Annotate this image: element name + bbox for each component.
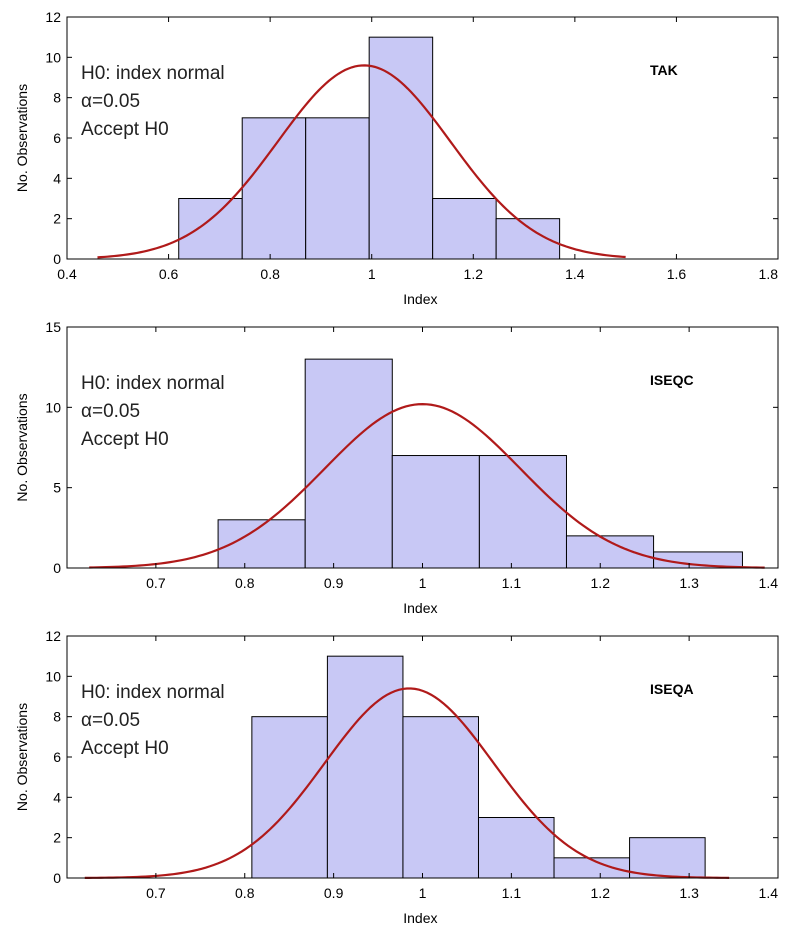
x-axis-label: Index (403, 291, 437, 307)
y-tick-label: 10 (45, 399, 61, 415)
hypothesis-annotation: H0: index normal (81, 63, 225, 84)
histogram-bar (326, 655, 404, 879)
histogram-bar (478, 455, 567, 569)
y-tick-label: 12 (45, 9, 61, 25)
x-tick-label: 0.7 (146, 885, 166, 901)
y-tick-label: 10 (45, 668, 61, 684)
hypothesis-annotation: Accept H0 (81, 119, 169, 140)
y-tick-label: 12 (45, 628, 61, 644)
x-tick-label: 1.8 (759, 266, 779, 282)
x-tick-label: 1.1 (502, 885, 522, 901)
histogram-bar (477, 817, 555, 879)
y-tick-label: 4 (53, 789, 61, 805)
y-tick-label: 2 (53, 830, 61, 846)
x-tick-label: 1 (419, 575, 427, 591)
x-tick-label: 0.8 (260, 266, 280, 282)
x-tick-label: 0.9 (324, 885, 344, 901)
x-tick-label: 1.4 (759, 885, 779, 901)
x-tick-label: 0.6 (159, 266, 179, 282)
y-tick-label: 2 (53, 211, 61, 227)
x-tick-label: 1.2 (591, 575, 611, 591)
x-tick-label: 0.9 (324, 575, 344, 591)
x-tick-label: 0.8 (235, 885, 255, 901)
x-tick-label: 1.2 (591, 885, 611, 901)
x-tick-label: 1 (368, 266, 376, 282)
normal-fit-curve (84, 687, 730, 879)
x-axis-label: Index (403, 910, 437, 926)
hypothesis-annotation: α=0.05 (81, 401, 140, 422)
y-tick-label: 10 (45, 49, 61, 65)
y-axis-label: No. Observations (14, 703, 30, 811)
hypothesis-annotation: α=0.05 (81, 91, 140, 112)
histogram-bar (402, 716, 479, 879)
x-tick-label: 1.3 (679, 885, 699, 901)
hypothesis-annotation: H0: index normal (81, 682, 225, 703)
histogram-bar (432, 198, 497, 260)
histogram-panel-iseqc: 0.7 0.8 0.9 1 1.1 1.2 1.3 1.4 0 5 10 15 Index No. Obs… (14, 319, 779, 616)
x-tick-label: 0.4 (57, 266, 77, 282)
histogram-panel-iseqa: 0.7 0.8 0.9 1 1.1 1.2 1.3 1.4 0 2 4 6 8 10 12 Index No. … (14, 628, 779, 926)
histogram-bar (565, 535, 655, 569)
panel-tag: TAK (650, 62, 678, 78)
panel-tag: ISEQA (650, 681, 694, 697)
y-tick-label: 6 (53, 749, 61, 765)
normal-fit-curve (89, 403, 765, 569)
hypothesis-annotation: H0: index normal (81, 373, 225, 394)
y-tick-label: 6 (53, 130, 61, 146)
x-tick-label: 1.3 (679, 575, 699, 591)
x-tick-label: 1 (419, 885, 427, 901)
histogram-bar (368, 36, 434, 260)
x-tick-label: 1.4 (565, 266, 585, 282)
hypothesis-annotation: Accept H0 (81, 738, 169, 759)
histogram-bar (305, 117, 370, 260)
y-tick-label: 4 (53, 170, 61, 186)
hypothesis-annotation: α=0.05 (81, 710, 140, 731)
histogram-panel-tak: 0.4 0.6 0.8 1 1.2 1.4 1.6 1.8 0 2 4 6 8 10 12 Index No. … (14, 9, 779, 307)
histogram-bar (178, 198, 243, 260)
x-axis-label: Index (403, 600, 437, 616)
panel-tag: ISEQC (650, 372, 694, 388)
x-tick-label: 0.8 (235, 575, 255, 591)
y-tick-label: 0 (53, 870, 61, 886)
y-tick-label: 0 (53, 560, 61, 576)
x-tick-label: 0.7 (146, 575, 166, 591)
hypothesis-annotation: Accept H0 (81, 429, 169, 450)
y-tick-label: 8 (53, 90, 61, 106)
x-tick-label: 1.1 (502, 575, 522, 591)
histogram-bar (629, 837, 706, 879)
histogram-bar (251, 716, 328, 879)
y-tick-label: 15 (45, 319, 61, 335)
y-tick-label: 5 (53, 480, 61, 496)
normal-fit-curve (97, 64, 626, 259)
x-tick-label: 1.4 (759, 575, 779, 591)
y-tick-label: 8 (53, 709, 61, 725)
y-axis-label: No. Observations (14, 393, 30, 501)
x-tick-label: 1.6 (667, 266, 687, 282)
histogram-bar (241, 117, 307, 260)
histogram-bar (304, 358, 393, 569)
x-tick-label: 1.2 (464, 266, 484, 282)
histogram-bar (391, 455, 480, 569)
y-axis-label: No. Observations (14, 84, 30, 192)
y-tick-label: 0 (53, 251, 61, 267)
